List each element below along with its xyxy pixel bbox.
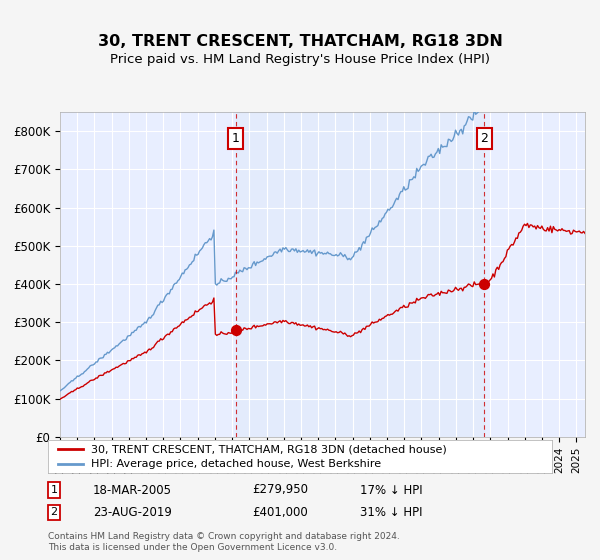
Text: £279,950: £279,950	[252, 483, 308, 497]
Text: £401,000: £401,000	[252, 506, 308, 519]
Text: 30, TRENT CRESCENT, THATCHAM, RG18 3DN: 30, TRENT CRESCENT, THATCHAM, RG18 3DN	[98, 34, 502, 49]
Text: 31% ↓ HPI: 31% ↓ HPI	[360, 506, 422, 519]
Text: Contains HM Land Registry data © Crown copyright and database right 2024.
This d: Contains HM Land Registry data © Crown c…	[48, 532, 400, 552]
Text: 1: 1	[232, 132, 239, 145]
Text: Price paid vs. HM Land Registry's House Price Index (HPI): Price paid vs. HM Land Registry's House …	[110, 53, 490, 66]
Text: 1: 1	[50, 485, 58, 495]
Text: 30, TRENT CRESCENT, THATCHAM, RG18 3DN (detached house): 30, TRENT CRESCENT, THATCHAM, RG18 3DN (…	[91, 444, 446, 454]
Text: 18-MAR-2005: 18-MAR-2005	[93, 483, 172, 497]
Text: 2: 2	[50, 507, 58, 517]
Text: 17% ↓ HPI: 17% ↓ HPI	[360, 483, 422, 497]
Text: 23-AUG-2019: 23-AUG-2019	[93, 506, 172, 519]
Text: 2: 2	[481, 132, 488, 145]
Text: HPI: Average price, detached house, West Berkshire: HPI: Average price, detached house, West…	[91, 459, 381, 469]
Point	[479, 279, 489, 288]
Bar	[236, 112, 484, 437]
Point	[231, 325, 241, 334]
